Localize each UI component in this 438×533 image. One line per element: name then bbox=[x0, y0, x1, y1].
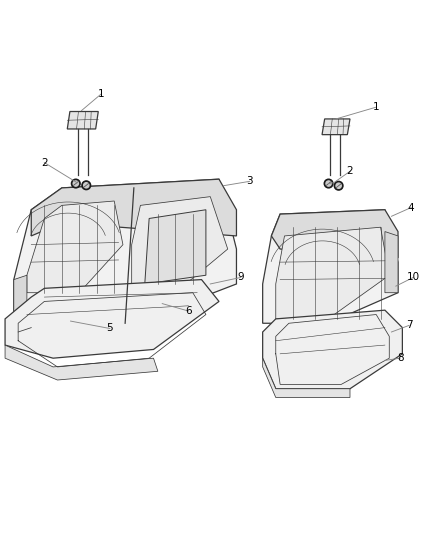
Circle shape bbox=[84, 183, 89, 188]
Polygon shape bbox=[132, 197, 228, 293]
Circle shape bbox=[71, 179, 80, 188]
Polygon shape bbox=[14, 179, 237, 328]
Polygon shape bbox=[5, 345, 158, 380]
Text: 2: 2 bbox=[346, 166, 353, 176]
Text: 10: 10 bbox=[407, 272, 420, 282]
Text: 5: 5 bbox=[106, 324, 113, 334]
Polygon shape bbox=[263, 358, 350, 398]
Polygon shape bbox=[385, 231, 398, 293]
Text: 9: 9 bbox=[237, 272, 244, 282]
Polygon shape bbox=[263, 310, 403, 389]
Polygon shape bbox=[67, 111, 98, 129]
Circle shape bbox=[336, 183, 341, 188]
Text: 2: 2 bbox=[41, 158, 48, 167]
Text: 7: 7 bbox=[406, 320, 412, 330]
Polygon shape bbox=[263, 210, 398, 323]
Polygon shape bbox=[145, 210, 206, 284]
Polygon shape bbox=[27, 201, 123, 293]
Text: 8: 8 bbox=[397, 353, 403, 363]
Text: 4: 4 bbox=[408, 203, 414, 213]
Circle shape bbox=[326, 181, 331, 186]
Polygon shape bbox=[5, 280, 219, 358]
Text: 1: 1 bbox=[373, 102, 379, 112]
Text: 6: 6 bbox=[185, 306, 192, 316]
Circle shape bbox=[73, 181, 78, 186]
Polygon shape bbox=[14, 275, 27, 328]
Polygon shape bbox=[31, 179, 237, 236]
Circle shape bbox=[334, 181, 343, 190]
Text: 1: 1 bbox=[98, 89, 104, 99]
Circle shape bbox=[82, 181, 91, 190]
Polygon shape bbox=[276, 227, 389, 319]
Polygon shape bbox=[322, 119, 350, 135]
Text: 3: 3 bbox=[246, 176, 253, 187]
Polygon shape bbox=[272, 210, 398, 258]
Circle shape bbox=[324, 179, 333, 188]
